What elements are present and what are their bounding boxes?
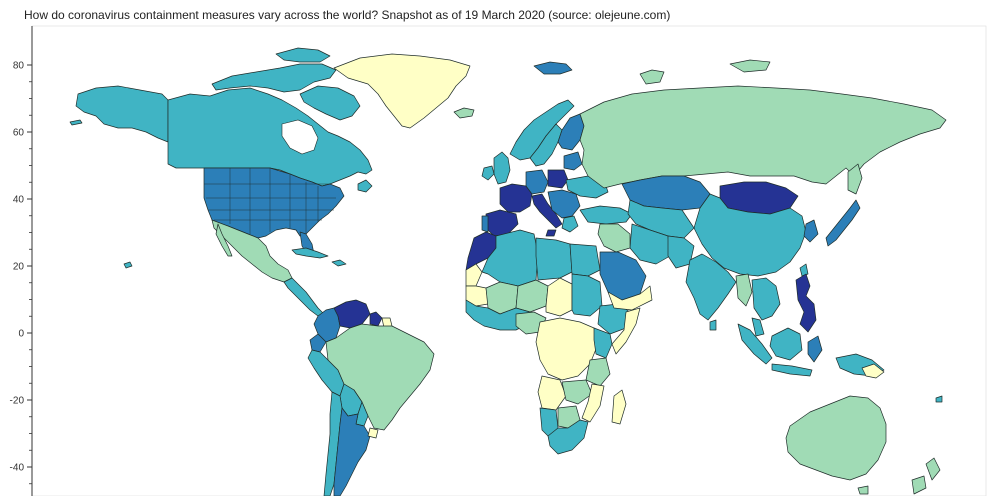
y-tick-label: 80 — [13, 61, 25, 72]
region-uk — [493, 151, 511, 185]
y-tick-label: 0 — [18, 329, 24, 340]
region-java — [771, 363, 813, 377]
region-madagascar — [611, 389, 627, 425]
region-baja — [215, 223, 233, 257]
region-sudan — [571, 273, 603, 317]
region-uruguay — [367, 427, 379, 439]
region-ellesmere — [275, 47, 331, 63]
region-central-africa — [535, 317, 599, 381]
region-se-asia — [751, 277, 781, 321]
region-newfoundland — [357, 179, 373, 193]
region-india — [685, 253, 737, 321]
oceania — [785, 395, 943, 495]
region-venezuela — [333, 299, 371, 329]
region-germany — [525, 169, 549, 195]
region-pacific-isl — [935, 395, 943, 403]
region-tanzania — [585, 357, 611, 387]
europe — [481, 61, 633, 237]
region-severnaya — [729, 59, 771, 73]
region-mozambique — [581, 383, 605, 423]
region-malay — [751, 317, 765, 337]
region-greenland — [333, 53, 471, 129]
world-map: 80 60 40 20 0 -20 -40 — [0, 24, 992, 496]
map-title: How do coronavirus containment measures … — [24, 8, 671, 22]
region-iceland — [453, 107, 475, 119]
region-somalia — [611, 307, 641, 355]
region-novaya-zemlya — [639, 69, 665, 85]
region-sicily — [545, 229, 557, 237]
region-middle-east — [597, 223, 631, 253]
region-new-zealand-south — [911, 475, 927, 495]
region-hawaii — [123, 261, 133, 269]
region-baffin — [299, 85, 361, 121]
region-italy — [531, 193, 563, 229]
region-ireland — [481, 165, 495, 181]
region-china — [693, 193, 807, 277]
y-tick-label: 20 — [13, 262, 25, 273]
region-colombia — [313, 307, 341, 343]
region-australia — [785, 395, 887, 481]
us-state-borders — [204, 168, 336, 234]
region-niger — [515, 279, 549, 313]
region-portugal — [481, 215, 489, 233]
region-aleutians — [69, 119, 83, 126]
region-kamchatka — [847, 163, 863, 195]
region-south-africa — [547, 419, 589, 455]
region-yemen-oman — [607, 285, 653, 311]
region-baltics — [563, 151, 583, 171]
region-myanmar — [735, 273, 753, 307]
y-axis-ticks: 80 60 40 20 0 -20 -40 — [10, 61, 32, 485]
region-hispaniola — [331, 259, 347, 267]
region-sulawesi — [807, 335, 823, 363]
region-borneo — [769, 327, 803, 361]
region-japan — [825, 199, 861, 247]
region-arctic-islands — [211, 63, 337, 93]
region-russia — [579, 85, 947, 189]
asia — [579, 59, 947, 379]
region-balkans — [547, 189, 581, 219]
region-iran — [629, 223, 671, 265]
region-korea — [803, 219, 819, 243]
hudson-bay — [281, 119, 319, 155]
region-zambia — [561, 379, 593, 405]
region-libya — [535, 237, 573, 281]
region-chad — [545, 277, 573, 317]
region-egypt — [569, 243, 601, 277]
region-poland — [547, 169, 569, 189]
y-tick-label: -20 — [10, 396, 25, 407]
region-cuba — [291, 247, 329, 259]
north-america — [69, 47, 475, 317]
y-tick-label: 60 — [13, 128, 25, 139]
region-argentina — [333, 407, 371, 496]
region-new-zealand-north — [925, 457, 941, 481]
region-ecuador — [309, 333, 327, 353]
region-sumatra — [737, 323, 773, 365]
y-tick-label: -40 — [10, 463, 25, 474]
region-western-sahara — [465, 263, 483, 287]
region-alaska — [75, 85, 169, 143]
region-philippines — [795, 273, 817, 333]
south-america — [307, 299, 435, 496]
region-guyana — [369, 311, 383, 327]
region-france — [499, 183, 533, 213]
y-tick-label: 40 — [13, 195, 25, 206]
region-svalbard — [533, 61, 573, 75]
region-greece — [561, 215, 579, 233]
map-svg: 80 60 40 20 0 -20 -40 — [10, 25, 987, 496]
region-turkey — [579, 205, 633, 225]
region-taiwan — [799, 263, 809, 277]
africa — [465, 229, 641, 455]
region-tasmania — [857, 485, 869, 495]
region-png — [861, 363, 885, 379]
region-brazil — [325, 323, 435, 431]
region-sri-lanka — [709, 319, 717, 331]
